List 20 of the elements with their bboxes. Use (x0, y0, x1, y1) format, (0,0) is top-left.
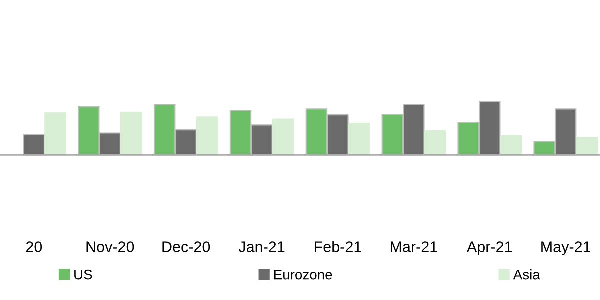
x-tick-label: May-21 (542, 242, 591, 256)
bar (196, 116, 218, 156)
x-tick-label: Jan-21 (238, 242, 285, 252)
bar (120, 112, 142, 156)
legend-label: US (74, 270, 92, 280)
bar (576, 136, 598, 156)
bar (44, 112, 66, 156)
bar (424, 130, 446, 156)
x-tick-label: Nov-20 (86, 242, 134, 252)
bar (348, 123, 370, 156)
bar (272, 118, 294, 156)
bar (23, 134, 46, 156)
x-tick-label: Feb-21 (315, 241, 362, 252)
legend-label: Eurozone (274, 270, 332, 280)
x-tick-label: Mar-21 (390, 242, 438, 252)
legend-label: Asia (513, 269, 540, 280)
bar (500, 135, 522, 156)
x-tick-label: Dec-20 (162, 242, 210, 252)
x-tick-label: Apr-21 (466, 242, 512, 256)
x-tick-label: 20 (26, 242, 42, 252)
